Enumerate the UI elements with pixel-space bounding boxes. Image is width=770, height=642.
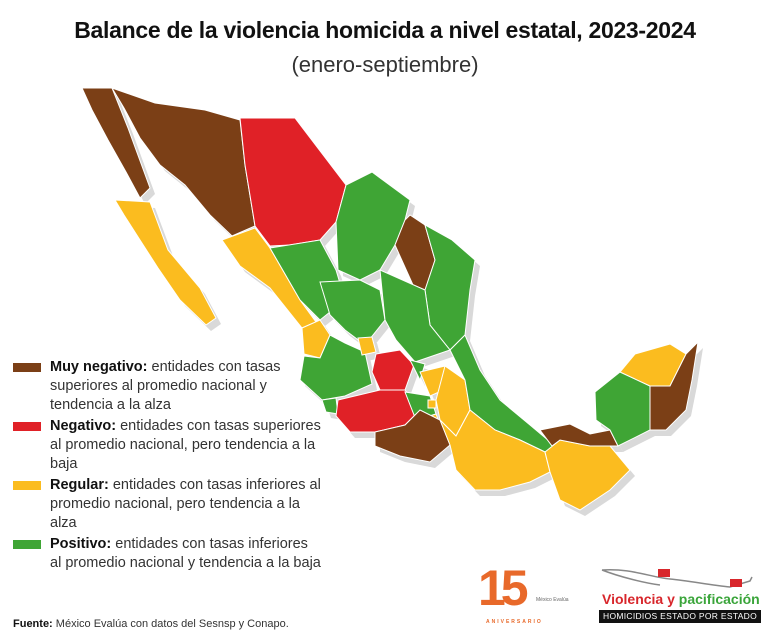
- legend-swatch: [13, 481, 41, 490]
- legend-item-regular: Regular: entidades con tasas inferiores …: [13, 476, 323, 533]
- legend-text: entidades con tasas inferiores al promed…: [50, 477, 321, 531]
- legend-swatch: [13, 540, 41, 549]
- source-label: Fuente:: [13, 618, 53, 630]
- legend-label: Positivo:: [50, 536, 112, 552]
- state-agu: [357, 336, 377, 356]
- state-chh: [239, 117, 347, 247]
- logo-org: México Evalúa: [536, 597, 569, 603]
- logo-word-pacificacion: pacificación: [678, 591, 760, 607]
- logo-subtitle: HOMICIDIOS ESTADO POR ESTADO: [599, 610, 762, 623]
- violencia-pacificacion-logo: Violencia y pacificación HOMICIDIOS ESTA…: [590, 565, 765, 625]
- state-zac: [319, 279, 386, 346]
- map-title: Balance de la violencia homicida a nivel…: [74, 17, 696, 43]
- legend: Muy negativo: entidades con tasas superi…: [13, 358, 323, 575]
- legend-text: entidades con tasas superiores al promed…: [50, 359, 281, 413]
- map-subtitle: (enero-septiembre): [291, 52, 479, 77]
- legend-label: Regular:: [50, 477, 109, 493]
- state-col: [321, 397, 339, 415]
- logo-word-violencia: Violencia: [602, 591, 664, 607]
- legend-label: Muy negativo:: [50, 359, 148, 375]
- state-bcs: [114, 199, 217, 326]
- state-bc: [81, 87, 151, 199]
- state-jal: [299, 334, 373, 401]
- mexico-outline-icon: [601, 568, 753, 588]
- legend-label: Negativo:: [50, 418, 117, 434]
- legend-text: entidades con tasas inferiores al promed…: [50, 536, 321, 571]
- legend-item-muy-negativo: Muy negativo: entidades con tasas superi…: [13, 358, 323, 415]
- source-note: Fuente: México Evalúa con datos del Sesn…: [13, 617, 289, 631]
- logo-anniversary-text: ANIVERSARIO: [486, 619, 543, 625]
- logo-word-y: y: [667, 591, 675, 607]
- legend-item-negativo: Negativo: entidades con tasas superiores…: [13, 417, 323, 474]
- legend-swatch: [13, 422, 41, 431]
- legend-swatch: [13, 363, 41, 372]
- state-coa: [335, 171, 411, 281]
- mexico-evalua-15-anniversary-logo: 15 México Evalúa ANIVERSARIO: [478, 563, 588, 633]
- state-cmx: [427, 399, 437, 409]
- map-shadow: [455, 341, 560, 458]
- state-roo: [649, 340, 699, 431]
- logo-number: 15: [478, 560, 529, 616]
- source-text: México Evalúa con datos del Sesnsp y Con…: [55, 618, 289, 630]
- legend-item-positivo: Positivo: entidades con tasas inferiores…: [13, 535, 323, 573]
- legend-text: entidades con tasas superiores al promed…: [50, 418, 321, 472]
- state-slp: [379, 269, 451, 363]
